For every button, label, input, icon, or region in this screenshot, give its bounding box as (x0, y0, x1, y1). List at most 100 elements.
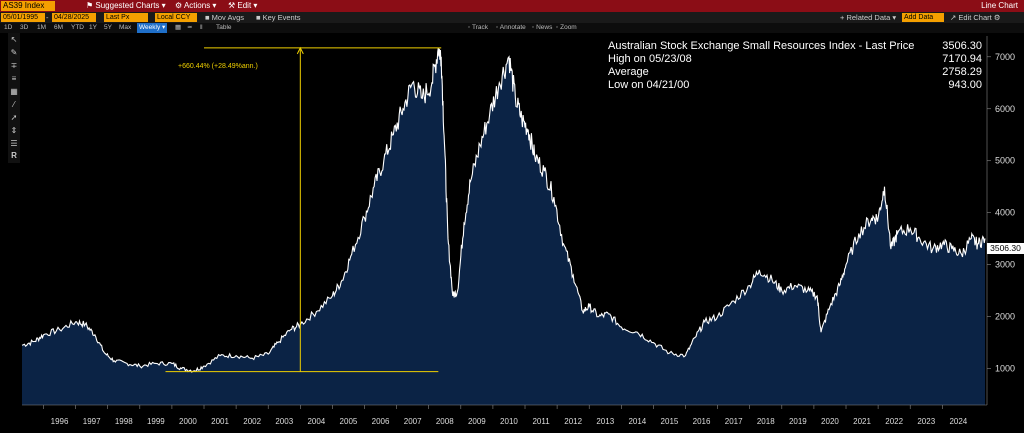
edit-menu[interactable]: ⚒ Edit ▾ (228, 1, 258, 10)
zoom-button[interactable]: ◦ Zoom (556, 24, 577, 31)
ticker-field[interactable]: AS39 Index (1, 1, 55, 11)
legend-low-value: 943.00 (948, 79, 982, 91)
x-tick-label: 2000 (179, 417, 197, 426)
cursor-icon[interactable]: ↖ (10, 35, 18, 44)
annotate-button[interactable]: ◦ Annotate (496, 24, 526, 31)
chart-style-icon[interactable]: ▦ (175, 24, 182, 31)
x-tick-label: 2016 (693, 417, 711, 426)
performance-annotation[interactable]: +660.44% (+28.49%ann.) (178, 63, 258, 70)
field-select[interactable]: Last Px (104, 13, 148, 22)
settings-bar: 05/01/1995 - 04/28/2025 Last Px Local CC… (0, 12, 1024, 23)
chart-legend: Australian Stock Exchange Small Resource… (604, 40, 982, 92)
x-tick-label: 2022 (885, 417, 903, 426)
drawing-toolbar: ↖ ✎ ∓ ≡ ▦ ⁄ ➚ ⇕ ☰ R (8, 33, 20, 163)
y-tick-label: 5000 (995, 156, 1015, 166)
x-tick-label: 2023 (917, 417, 935, 426)
x-tick-label: 2002 (243, 417, 261, 426)
x-tick-label: 2011 (532, 417, 550, 426)
legend-row: Average 2758.29 (604, 66, 982, 79)
x-tick-label: 2015 (661, 417, 679, 426)
actions-menu[interactable]: ⚙ Actions ▾ (175, 1, 217, 10)
trend-tool-icon[interactable]: ∓ (10, 61, 18, 70)
y-tick-label: 4000 (995, 208, 1015, 218)
legend-low-label: Low on 04/21/00 (608, 79, 690, 91)
chart-type-label: Line Chart (981, 1, 1018, 10)
annotation-arrow-icon (296, 46, 304, 55)
x-tick-label: 2006 (372, 417, 390, 426)
legend-title: Australian Stock Exchange Small Resource… (608, 40, 915, 52)
legend-high-value: 7170.94 (942, 53, 982, 65)
line-icon[interactable]: ⁄ (13, 100, 15, 109)
bar-style-icon[interactable]: ‖ (200, 24, 203, 31)
x-tick-label: 2019 (789, 417, 807, 426)
x-tick-label: 2012 (564, 417, 582, 426)
pattern-icon[interactable]: ☰ (10, 139, 18, 148)
range-5y[interactable]: 5Y (104, 24, 112, 31)
range-6m[interactable]: 6M (54, 24, 64, 31)
legend-average-label: Average (607, 66, 649, 79)
legend-last-value: 3506.30 (942, 40, 982, 52)
edit-chart-button[interactable]: ↗ Edit Chart ⚙ (950, 13, 1001, 22)
price-area (22, 48, 985, 405)
x-tick-label: 2001 (211, 417, 229, 426)
x-tick-label: 2004 (307, 417, 325, 426)
track-button[interactable]: ◦ Track (468, 24, 489, 31)
x-tick-label: 2020 (821, 417, 839, 426)
legend-row: Low on 04/21/00 943.00 (604, 79, 982, 92)
start-date-field[interactable]: 05/01/1995 (1, 13, 45, 22)
x-tick-label: 1997 (83, 417, 101, 426)
news-button[interactable]: ◦ News (532, 24, 553, 31)
x-tick-label: 1999 (147, 417, 165, 426)
currency-select[interactable]: Local CCY (155, 13, 197, 22)
range-ytd[interactable]: YTD (71, 24, 84, 31)
key-events-toggle[interactable]: ■ Key Events (256, 12, 301, 23)
x-tick-label: 2024 (949, 417, 967, 426)
suggested-charts-menu[interactable]: ⚑ Suggested Charts ▾ (86, 1, 166, 10)
x-tick-label: 2005 (340, 417, 358, 426)
range-1m[interactable]: 1M (37, 24, 47, 31)
x-tick-label: 2013 (596, 417, 614, 426)
x-tick-label: 2009 (468, 417, 486, 426)
y-tick-label: 2000 (995, 312, 1015, 322)
y-tick-label: 3000 (995, 260, 1015, 270)
legend-high-label: High on 05/23/08 (608, 53, 692, 65)
x-tick-label: 2014 (628, 417, 646, 426)
x-tick-label: 2003 (275, 417, 293, 426)
ray-icon[interactable]: ➚ (10, 113, 18, 122)
title-bar: AS39 Index ⚑ Suggested Charts ▾ ⚙ Action… (0, 0, 1024, 12)
add-data-field[interactable]: Add Data (902, 13, 944, 22)
range-max[interactable]: Max (119, 24, 132, 31)
x-tick-label: 2018 (757, 417, 775, 426)
pen-icon[interactable]: ✎ (10, 48, 18, 57)
x-tick-label: 2017 (725, 417, 743, 426)
period-select[interactable]: Weekly ▾ (137, 23, 168, 33)
y-tick-label: 1000 (995, 364, 1015, 374)
channel-icon[interactable]: ⇕ (10, 126, 18, 135)
related-data-button[interactable]: + Related Data ▾ (840, 13, 897, 22)
legend-average-value: 2758.29 (942, 66, 982, 78)
end-date-field[interactable]: 04/28/2025 (52, 13, 96, 22)
fibonacci-icon[interactable]: ≡ (11, 74, 17, 83)
text-tool-icon[interactable]: R (11, 151, 17, 160)
x-axis-strip (0, 405, 1024, 433)
x-tick-label: 2008 (436, 417, 454, 426)
line-style-icon[interactable]: ≃ (187, 24, 193, 31)
x-tick-label: 2007 (404, 417, 422, 426)
key-events-icon: ■ (256, 13, 261, 22)
range-3d[interactable]: 3D (20, 24, 29, 31)
y-tick-label: 7000 (995, 52, 1015, 62)
y-tick-label: 6000 (995, 104, 1015, 114)
dash-separator: - (46, 13, 49, 22)
layout-icon[interactable]: ▦ (10, 87, 18, 96)
legend-title-row: Australian Stock Exchange Small Resource… (604, 40, 982, 53)
legend-row: High on 05/23/08 7170.94 (604, 53, 982, 66)
table-button[interactable]: Table (216, 24, 232, 31)
mov-avgs-toggle[interactable]: ■ Mov Avgs (205, 12, 244, 23)
x-tick-label: 2021 (853, 417, 871, 426)
range-1y[interactable]: 1Y (89, 24, 97, 31)
range-bar: 1D 3D 1M 6M YTD 1Y 5Y Max Weekly ▾ ▦ ≃ ‖… (0, 23, 1024, 33)
range-1d[interactable]: 1D (4, 24, 13, 31)
mov-avgs-label: Mov Avgs (211, 13, 245, 22)
mov-avgs-icon: ■ (205, 13, 210, 22)
